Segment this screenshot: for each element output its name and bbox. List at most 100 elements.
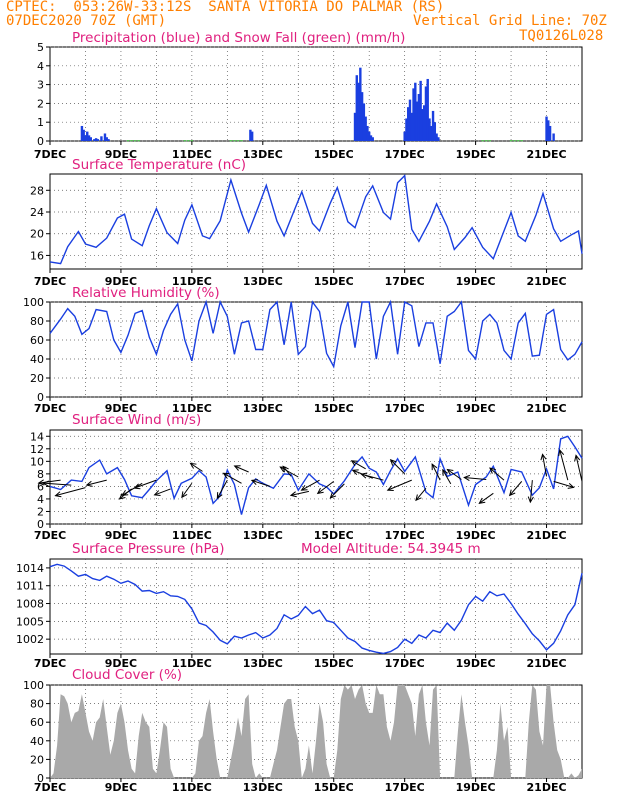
wind-arrow [37,479,61,486]
plot-frame [49,429,583,525]
temp-panel: 16 20 24 28 7DEC 9DEC 11DEC 13DEC 15DEC 17DEC 19DE… [30,157,583,288]
precip-bar [366,125,369,141]
rh-series-line [49,299,583,369]
pressure-panel: 1002 1005 1008 1011 1014 7DEC 9DEC 11DEC 13DEC 15… [16,541,583,670]
x-tick-label: 21DEC [527,402,567,415]
wind-arrow [540,453,548,477]
chart-title: Surface Pressure (hPa) [72,541,225,557]
wind-arrow [386,479,412,491]
station-header: CPTEC: 053:26W-33:12S SANTA VITORIA DO P… [6,0,445,15]
precip-bar [87,135,91,141]
y-tick-label: 20 [30,753,44,766]
x-tick-label: 19DEC [456,148,496,161]
precip-bar [89,137,92,141]
x-tick-label: 17DEC [385,529,425,542]
wind-arrow [233,465,249,473]
y-tick-label: 16 [30,249,44,262]
precip-bar [419,80,422,141]
precip-bar [96,139,100,141]
y-tick-label: 8 [37,468,44,481]
wind-arrow [389,459,406,475]
x-tick-label: 19DEC [456,402,496,415]
snow-bar [229,140,233,142]
precip-bar [430,125,433,141]
precip-bar [105,137,108,141]
cloud-panel: 0 20 40 60 80 100 7DEC 9DEC 11DEC 13DEC 15DEC 17DEC… [23,667,583,794]
x-tick-label: 13DEC [243,529,283,542]
wind-arrow [329,483,345,499]
wind-arrow [431,463,441,481]
wind-arrow [133,479,157,490]
wind-arrow [360,472,384,481]
precip-bar [426,78,429,141]
precip-bar [103,133,107,141]
y-tick-label: 10 [30,455,44,468]
plot-frame [49,46,583,142]
chart-title: Relative Humidity (%) [72,285,220,301]
precip-bar [547,120,550,141]
chart-title: Precipitation (blue) and Snow Fall (gree… [72,30,405,46]
snow-bar [488,140,491,142]
x-tick-label: 21DEC [527,781,567,794]
y-tick-label: 100 [23,296,44,309]
wind-arrow [478,492,494,504]
chart-subtitle: Model Altitude: 54.3945 m [301,541,481,557]
snow-bar [233,140,236,142]
pressure-series-line [49,563,583,655]
snow-bar [513,140,516,142]
y-tick-label: 40 [30,735,44,748]
wind-arrow [558,449,569,481]
x-tick-label: 19DEC [456,781,496,794]
precip-bar [422,105,426,141]
x-tick-label: 17DEC [385,657,425,670]
wind-arrow [446,468,462,480]
precip-bar [548,125,552,141]
precip-bar [94,138,98,141]
precip-bar [437,137,440,141]
precip-bar [433,122,437,141]
snow-bar [183,140,186,142]
x-tick-label: 21DEC [527,275,567,288]
y-tick-label: 6 [37,480,44,493]
x-tick-label: 13DEC [243,402,283,415]
precip-bar [414,82,417,141]
x-tick-label: 11DEC [172,275,212,288]
x-tick-label: 11DEC [172,402,212,415]
x-tick-label: 15DEC [314,275,354,288]
snow-bar [240,140,243,142]
precip-bar [428,118,431,141]
precip-bar [359,67,362,141]
y-tick-label: 1002 [16,633,44,646]
cloud-cover-area [50,685,582,778]
precip-bar [405,118,408,141]
wind-arrow [42,480,72,487]
wind-arrow [489,467,505,481]
wind-arrow [189,462,203,472]
x-tick-label: 11DEC [172,529,212,542]
vertical-grid-note: Vertical Grid Line: 70Z [413,13,607,29]
wind-arrow [350,460,366,470]
y-tick-label: 0 [37,135,44,148]
snow-bar [236,140,240,142]
wind-arrow [279,466,299,478]
y-tick-label: 60 [30,716,44,729]
precip-bar [421,109,424,141]
precip-bar [100,136,103,141]
precip-bar [362,103,366,141]
precip-bar [360,92,364,141]
wind-series-line [49,435,583,515]
x-tick-label: 7DEC [34,148,66,161]
x-tick-label: 7DEC [34,529,66,542]
y-tick-label: 0 [37,391,44,404]
y-tick-label: 100 [23,679,44,692]
y-tick-label: 1008 [16,598,44,611]
x-tick-label: 19DEC [456,275,496,288]
x-tick-label: 15DEC [314,781,354,794]
chart-title: Surface Wind (m/s) [72,412,201,428]
plot-frame [49,173,583,270]
y-tick-label: 2 [37,505,44,518]
precip-bar [357,82,360,141]
precip-bar [371,137,374,141]
